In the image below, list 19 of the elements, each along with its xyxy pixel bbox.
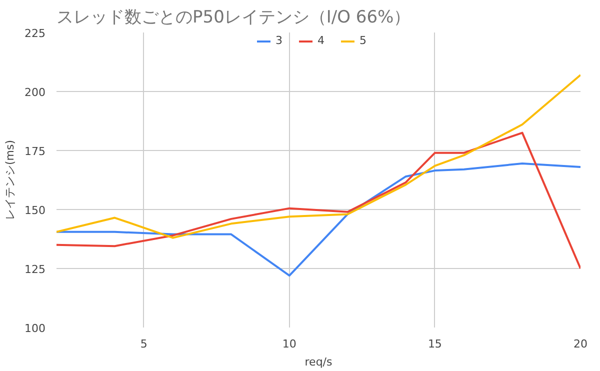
legend-label: 4 [318,34,326,47]
line-series [56,132,580,270]
x-tick-label: 10 [282,338,296,350]
y-tick-label: 200 [24,86,46,99]
legend-label: 3 [276,34,284,47]
x-tick-label: 20 [574,338,588,350]
x-tick-label: 5 [140,338,148,350]
line-series [56,74,580,239]
legend-label: 5 [360,34,368,47]
y-tick-label: 175 [24,145,46,158]
y-tick-label: 125 [24,263,46,276]
y-tick-label: 150 [24,204,46,217]
y-tick-label: 100 [24,322,46,335]
x-tick-label: 15 [428,338,442,350]
x-axis-title: req/s [304,356,333,368]
y-axis-title: レイテンシ(ms) [4,140,17,220]
line-series [56,162,580,277]
chart-title: スレッド数ごとのP50レイテンシ（I/O 66%） [56,8,411,28]
y-tick-label: 225 [24,27,46,40]
